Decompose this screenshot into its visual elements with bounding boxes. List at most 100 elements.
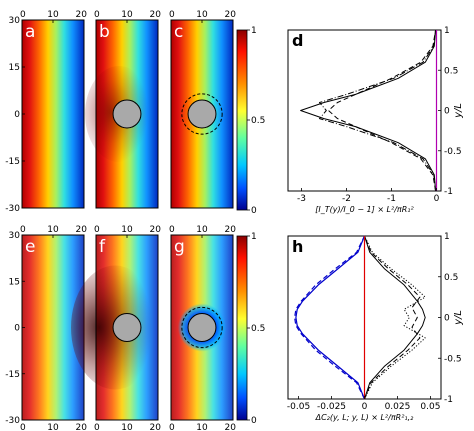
x-tick-label-bottom: 0 (20, 423, 26, 431)
series-line-3 (364, 235, 421, 400)
heatmap-panel-b (85, 19, 159, 209)
panel-label-e: e (25, 237, 35, 257)
heatmap-panel-g (170, 234, 234, 421)
obstacle-disk-g (187, 313, 217, 342)
x-tick-label: -1 (387, 194, 396, 204)
x-tick-label-bottom: 10 (47, 423, 59, 431)
heatmap-panel-f (71, 234, 159, 421)
y-tick-label: 0 (444, 314, 450, 324)
y-tick-label: -1 (444, 187, 453, 197)
colorbar-tick-label: 1 (251, 26, 257, 36)
y-tick-label: -1 (444, 395, 453, 405)
x-tick-label-bottom: 20 (225, 423, 237, 431)
line-panel-d (287, 29, 442, 192)
series-line-0 (295, 235, 366, 400)
x-tick-label: 20 (76, 225, 88, 235)
panel-label-f: f (99, 237, 106, 257)
panel-label-h: h (292, 237, 303, 256)
dashed-ring-c (181, 93, 223, 135)
x-tick-label: 20 (225, 225, 237, 235)
series-line-1 (328, 29, 437, 192)
y-tick-label: -0.5 (444, 354, 462, 364)
heatmap-panel-c (170, 19, 234, 209)
y-tick-label: 30 (9, 231, 21, 241)
series-line-2 (319, 29, 437, 192)
y-axis-label: y/L (453, 310, 464, 326)
y-tick-label: -0.5 (444, 147, 462, 157)
x-tick-label: 20 (150, 10, 162, 20)
x-tick-label: 10 (196, 225, 208, 235)
x-tick-label: -0.025 (317, 402, 346, 412)
x-tick-label: 20 (76, 10, 88, 20)
series-line-4 (364, 235, 426, 400)
x-tick-label-bottom: 10 (121, 423, 133, 431)
colorbar-1 (236, 29, 248, 211)
x-tick-label: 10 (47, 10, 59, 20)
panel-label-g: g (174, 237, 185, 257)
y-tick-label: 0 (444, 107, 450, 117)
y-tick-label: 15 (9, 63, 20, 73)
obstacle-disk-c (187, 99, 217, 129)
x-tick-label-bottom: 0 (169, 423, 175, 431)
x-tick-label: -3 (297, 194, 306, 204)
x-tick-label: 0 (434, 194, 440, 204)
colorbar-tick-label: 1 (251, 232, 257, 242)
x-tick-label: 10 (196, 10, 208, 20)
x-tick-label: 0 (169, 10, 175, 20)
x-tick-label: 10 (121, 10, 133, 20)
series-line-1 (294, 235, 366, 400)
y-tick-label: 0 (14, 110, 20, 120)
x-tick-label-bottom: 0 (94, 423, 100, 431)
x-tick-label: 0 (362, 402, 368, 412)
x-tick-label: 0 (94, 10, 100, 20)
y-tick-label: 30 (9, 16, 21, 26)
colorbar-tick-label: 0 (251, 416, 257, 426)
dashed-ring-g (181, 306, 223, 349)
x-tick-label: 10 (47, 225, 59, 235)
obstacle-disk-f (112, 313, 142, 342)
y-tick-label: -15 (5, 157, 20, 167)
colorbar-2 (236, 235, 248, 421)
series-line-0 (300, 29, 437, 192)
series-line-2 (364, 235, 426, 400)
x-tick-label-bottom: 20 (76, 423, 88, 431)
x-tick-label: 10 (121, 225, 133, 235)
line-panel-h (287, 235, 442, 400)
colorbar-tick-label: 0.5 (251, 324, 265, 334)
y-tick-label: 0.5 (444, 273, 458, 283)
panel-label-d: d (292, 31, 303, 50)
x-tick-label: 0 (169, 225, 175, 235)
panel-label-a: a (25, 22, 35, 42)
panel-label-b: b (99, 22, 110, 42)
y-tick-label: -15 (5, 370, 20, 380)
heatmap-panel-a (21, 19, 85, 209)
heatmap-field-a (22, 20, 84, 208)
y-tick-label: 0 (14, 324, 20, 334)
x-tick-label: 0.05 (420, 402, 440, 412)
y-tick-label: -30 (5, 204, 20, 214)
x-tick-label-bottom: 10 (196, 423, 208, 431)
y-tick-label: -30 (5, 416, 20, 426)
x-tick-label: 20 (150, 225, 162, 235)
y-tick-label: 1 (444, 232, 450, 242)
x-tick-label: 0 (20, 10, 26, 20)
x-tick-label-bottom: 20 (150, 423, 162, 431)
x-tick-label: 0.025 (385, 402, 411, 412)
panel-label-c: c (174, 22, 183, 42)
colorbar-tick-label: 0 (251, 206, 257, 216)
x-axis-label: ΔC₂(y, L; y, L) × L²/πR²₁,₂ (315, 413, 415, 422)
x-tick-label: 20 (225, 10, 237, 20)
obstacle-disk-b (112, 99, 142, 129)
y-tick-label: 1 (444, 26, 450, 36)
plot-area-d (287, 29, 442, 192)
colorbar-tick-label: 0.5 (251, 116, 265, 126)
x-axis-label: [I_T(y)/I_0 − 1] × L²/πR₁² (315, 205, 414, 214)
y-axis-label: y/L (453, 103, 464, 119)
x-tick-label: -0.05 (287, 402, 310, 412)
y-tick-label: 0.5 (444, 66, 458, 76)
x-tick-label: 0 (94, 225, 100, 235)
x-tick-label: -2 (342, 194, 351, 204)
x-tick-label: 0 (20, 225, 26, 235)
y-tick-label: 15 (9, 277, 20, 287)
